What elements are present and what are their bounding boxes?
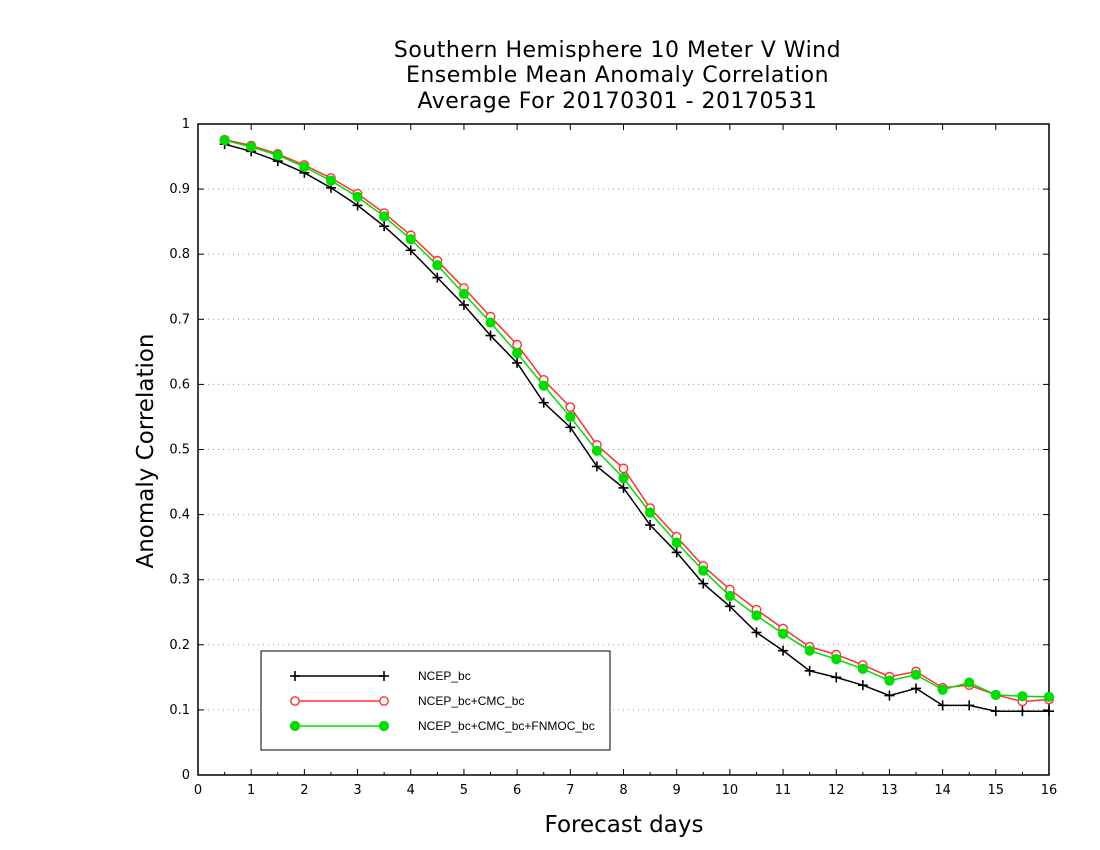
data-point-series-2 bbox=[724, 590, 735, 602]
data-point-series-2 bbox=[671, 537, 682, 548]
data-point-series-2 bbox=[910, 669, 922, 680]
data-point-series-2 bbox=[246, 141, 257, 152]
data-point-series-2 bbox=[325, 175, 337, 186]
x-tick-label: 16 bbox=[1041, 783, 1058, 798]
chart-title-line-1: Southern Hemisphere 10 Meter V Wind bbox=[393, 38, 842, 63]
data-point-series-1 bbox=[565, 402, 576, 413]
series-line-0 bbox=[224, 143, 1049, 712]
x-tick-label: 9 bbox=[673, 783, 681, 798]
data-point-series-2 bbox=[485, 317, 496, 328]
legend-label-2: NCEP_bc+CMC_bc+FNMOC_bc bbox=[418, 719, 595, 733]
x-tick-label: 10 bbox=[722, 783, 739, 798]
data-point-series-1 bbox=[512, 339, 523, 350]
data-point-series-2 bbox=[937, 684, 948, 695]
y-tick-label: 1 bbox=[182, 117, 190, 132]
data-point-series-2 bbox=[458, 288, 470, 300]
y-tick-label: 0.5 bbox=[169, 443, 190, 458]
data-point-series-2 bbox=[379, 211, 390, 222]
chart-title-line-2: Ensemble Mean Anomaly Correlation bbox=[405, 63, 830, 88]
x-tick-label: 6 bbox=[513, 783, 521, 798]
x-tick-label: 12 bbox=[828, 783, 845, 798]
data-point-series-2 bbox=[538, 380, 549, 391]
data-point-series-2 bbox=[698, 565, 709, 576]
x-axis-label: Forecast days bbox=[544, 812, 704, 838]
y-tick-label: 0.2 bbox=[169, 638, 190, 653]
data-point-series-2 bbox=[219, 135, 230, 146]
data-point-series-2 bbox=[565, 411, 576, 423]
x-tick-label: 0 bbox=[194, 783, 202, 798]
y-tick-label: 0.3 bbox=[169, 573, 190, 588]
y-tick-label: 0.9 bbox=[169, 182, 190, 197]
data-point-series-2 bbox=[618, 473, 629, 484]
data-point-series-2 bbox=[432, 260, 443, 271]
data-point-series-2 bbox=[644, 507, 656, 518]
data-point-series-2 bbox=[804, 645, 815, 656]
legend-marker-2 bbox=[378, 720, 390, 732]
data-point-series-2 bbox=[1043, 691, 1055, 702]
x-tick-label: 2 bbox=[300, 783, 308, 798]
x-tick-label: 4 bbox=[407, 783, 415, 798]
x-tick-label: 13 bbox=[881, 783, 898, 798]
data-point-series-1 bbox=[618, 463, 629, 474]
data-point-series-2 bbox=[884, 675, 895, 686]
x-tick-label: 5 bbox=[460, 783, 468, 798]
data-point-series-2 bbox=[272, 150, 283, 161]
data-point-series-2 bbox=[751, 610, 762, 621]
y-tick-label: 0.4 bbox=[169, 508, 190, 523]
data-point-series-2 bbox=[352, 191, 363, 203]
y-tick-label: 0 bbox=[182, 768, 190, 783]
legend-label-1: NCEP_bc+CMC_bc bbox=[418, 694, 524, 708]
x-tick-label: 8 bbox=[619, 783, 627, 798]
data-point-series-2 bbox=[964, 677, 975, 688]
legend-label-0: NCEP_bc bbox=[418, 669, 471, 683]
y-tick-label: 0.7 bbox=[169, 312, 190, 327]
series-line-2 bbox=[224, 139, 1050, 698]
x-tick-label: 7 bbox=[566, 783, 574, 798]
x-tick-label: 14 bbox=[934, 783, 951, 798]
data-point-series-2 bbox=[777, 628, 789, 639]
legend-marker-2 bbox=[289, 720, 301, 732]
y-tick-label: 0.6 bbox=[169, 377, 190, 392]
data-point-series-2 bbox=[299, 161, 310, 173]
data-point-series-2 bbox=[405, 234, 416, 245]
y-tick-label: 0.1 bbox=[169, 703, 190, 718]
data-point-series-2 bbox=[990, 689, 1001, 701]
data-point-series-2 bbox=[831, 654, 842, 665]
x-tick-label: 11 bbox=[775, 783, 792, 798]
data-point-series-2 bbox=[857, 663, 868, 674]
data-point-series-2 bbox=[591, 445, 603, 456]
data-point-series-2 bbox=[512, 348, 523, 359]
x-tick-label: 15 bbox=[988, 783, 1005, 798]
x-tick-label: 3 bbox=[353, 783, 361, 798]
data-point-series-2 bbox=[1017, 691, 1028, 702]
y-tick-label: 0.8 bbox=[169, 247, 190, 262]
legend-marker-1 bbox=[290, 696, 300, 706]
chart-title-line-3: Average For 20170301 - 20170531 bbox=[417, 89, 818, 114]
series-line-1 bbox=[224, 138, 1050, 703]
x-tick-label: 1 bbox=[247, 783, 255, 798]
legend-marker-1 bbox=[379, 696, 389, 706]
